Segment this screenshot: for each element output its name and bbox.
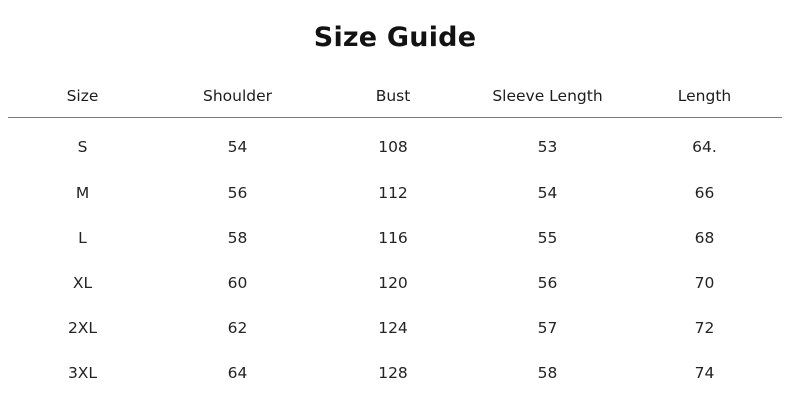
cell-bust: 112	[378, 183, 408, 202]
cell-size: XL	[72, 273, 93, 292]
column-header-size: Size	[66, 86, 99, 105]
cell-shoulder: 64	[227, 363, 248, 382]
cell-length: 72	[694, 318, 715, 337]
cell-sleeve-length: 58	[537, 363, 558, 382]
cell-length: 68	[694, 228, 715, 247]
cell-shoulder: 62	[227, 318, 248, 337]
cell-length: 74	[694, 363, 715, 382]
table-row: 2XL 62 124 57 72	[8, 305, 782, 350]
cell-size: M	[75, 183, 90, 202]
cell-sleeve-length: 56	[537, 273, 558, 292]
table-row: S 54 108 53 64.	[8, 118, 782, 171]
size-table: Size Shoulder Bust Sleeve Length Length …	[8, 78, 782, 395]
table-row: L 58 116 55 68	[8, 215, 782, 260]
cell-bust: 116	[378, 228, 408, 247]
cell-bust: 120	[378, 273, 408, 292]
cell-sleeve-length: 57	[537, 318, 558, 337]
table-row: XL 60 120 56 70	[8, 260, 782, 305]
cell-sleeve-length: 55	[537, 228, 558, 247]
cell-bust: 128	[378, 363, 408, 382]
cell-shoulder: 58	[227, 228, 248, 247]
table-row: 3XL 64 128 58 74	[8, 350, 782, 395]
cell-shoulder: 56	[227, 183, 248, 202]
column-header-bust: Bust	[375, 86, 411, 105]
cell-length: 66	[694, 183, 715, 202]
cell-shoulder: 60	[227, 273, 248, 292]
size-table-container: Size Shoulder Bust Sleeve Length Length …	[8, 78, 782, 395]
cell-size: S	[77, 138, 88, 156]
cell-size: L	[78, 228, 87, 247]
cell-size: 2XL	[67, 318, 98, 337]
cell-sleeve-length: 54	[537, 183, 558, 202]
table-header: Size Shoulder Bust Sleeve Length Length	[8, 78, 782, 118]
cell-size: 3XL	[67, 363, 98, 382]
cell-bust: 108	[378, 138, 408, 156]
table-body: S 54 108 53 64. M 56 112 54 66 L 58 116	[8, 118, 782, 396]
column-header-sleeve-length: Sleeve Length	[492, 86, 603, 105]
cell-length: 70	[694, 273, 715, 292]
column-header-shoulder: Shoulder	[202, 86, 273, 105]
table-row: M 56 112 54 66	[8, 170, 782, 215]
cell-shoulder: 54	[227, 138, 248, 156]
cell-sleeve-length: 53	[537, 138, 558, 156]
cell-bust: 124	[378, 318, 408, 337]
column-header-length: Length	[677, 86, 732, 105]
table-header-row: Size Shoulder Bust Sleeve Length Length	[8, 78, 782, 118]
cell-length: 64.	[692, 138, 717, 156]
page-title: Size Guide	[313, 22, 477, 53]
